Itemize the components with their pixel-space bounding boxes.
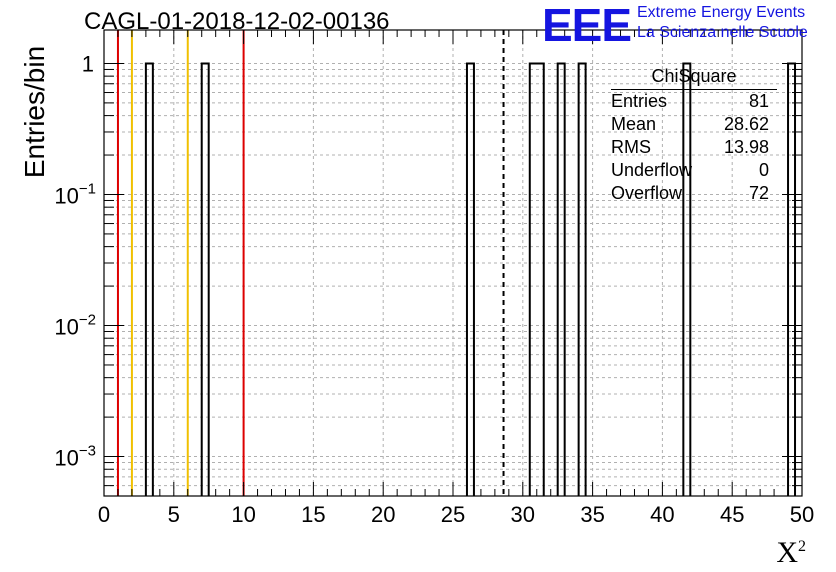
stats-label: Entries xyxy=(611,91,668,111)
axis-ticks xyxy=(103,30,803,497)
y-tick-label: 10−2 xyxy=(54,312,96,340)
stats-row-underflow: Underflow 0 xyxy=(611,159,777,182)
stats-title: ChiSquare xyxy=(611,66,777,90)
logo-line-2: La Scienza nelle Scuole xyxy=(637,24,808,41)
stats-value: 0 xyxy=(758,160,769,180)
reference-lines xyxy=(116,30,505,496)
y-tick-label-exp: −2 xyxy=(79,312,96,329)
grid-lines xyxy=(104,30,802,496)
histogram-bin xyxy=(528,62,545,496)
stats-value: 72 xyxy=(748,183,769,203)
x-axis-label-base: X xyxy=(776,536,798,569)
y-tick-label-base: 10 xyxy=(54,183,78,208)
x-tick-label: 30 xyxy=(511,502,535,527)
y-tick-label: 10−1 xyxy=(54,180,96,208)
eee-logo: EEE xyxy=(542,0,632,51)
stats-row-rms: RMS 13.98 xyxy=(611,136,777,159)
stats-label: Overflow xyxy=(611,183,683,203)
x-tick-label: 35 xyxy=(580,502,604,527)
x-tick-label: 50 xyxy=(790,502,814,527)
histogram-bin xyxy=(144,62,154,496)
y-tick-label-exp: −3 xyxy=(79,443,96,460)
histogram-bin xyxy=(787,62,797,496)
y-tick-label: 1 xyxy=(82,51,94,76)
histogram-bin xyxy=(556,62,566,496)
stats-label: RMS xyxy=(611,137,651,157)
y-axis-label: Entries/bin xyxy=(19,45,50,179)
y-tick-label-base: 10 xyxy=(54,446,78,471)
histogram-bin xyxy=(200,62,210,496)
x-tick-label: 0 xyxy=(98,502,110,527)
stats-label: Underflow xyxy=(611,160,693,180)
stats-row-mean: Mean 28.62 xyxy=(611,113,777,136)
histogram-bin xyxy=(465,62,475,496)
y-tick-label: 10−3 xyxy=(54,443,96,471)
histogram-bin xyxy=(577,62,587,496)
x-tick-label: 15 xyxy=(301,502,325,527)
plot-title: CAGL-01-2018-12-02-00136 xyxy=(84,8,390,35)
stats-row-entries: Entries 81 xyxy=(611,90,777,113)
x-tick-label: 45 xyxy=(720,502,744,527)
x-tick-label: 10 xyxy=(231,502,255,527)
x-axis-label: X2 xyxy=(776,536,806,570)
stats-label: Mean xyxy=(611,114,657,134)
x-tick-label: 25 xyxy=(441,502,465,527)
y-tick-label-base: 10 xyxy=(54,315,78,340)
x-tick-label: 20 xyxy=(371,502,395,527)
stats-row-overflow: Overflow 72 xyxy=(611,182,777,205)
stats-value: 81 xyxy=(748,91,769,111)
x-tick-label: 5 xyxy=(168,502,180,527)
logo-line-1: Extreme Energy Events xyxy=(637,4,806,21)
x-tick-label: 40 xyxy=(650,502,674,527)
histogram-bin xyxy=(682,62,692,496)
x-axis-label-sup: 2 xyxy=(798,538,806,555)
stats-value: 28.62 xyxy=(723,114,769,134)
histogram-bins xyxy=(144,62,797,496)
stats-value: 13.98 xyxy=(723,137,769,157)
stats-box: ChiSquare Entries 81 Mean 28.62 RMS 13.98 U… xyxy=(611,66,777,205)
y-tick-label-exp: −1 xyxy=(79,180,96,197)
